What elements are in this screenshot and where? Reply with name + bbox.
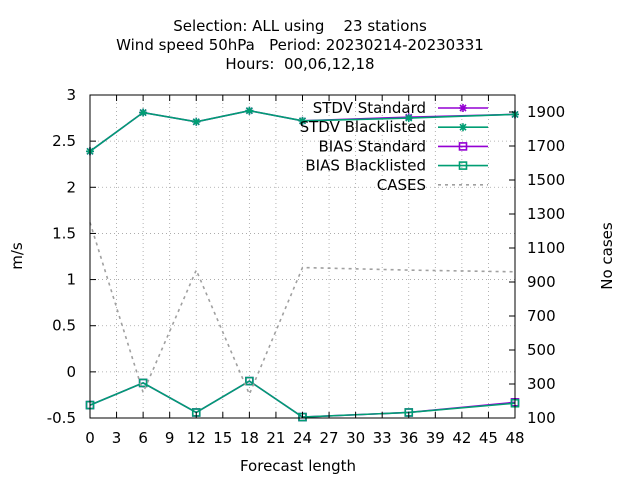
series-1-point xyxy=(139,108,148,117)
x-tick-label: 39 xyxy=(426,429,445,447)
series-1-point xyxy=(298,116,307,125)
y-tick-label: 0 xyxy=(66,363,76,381)
chart-title-line-3: Hours: 00,06,12,18 xyxy=(225,55,375,73)
series-line-4 xyxy=(89,222,516,397)
x-axis-label: Forecast length xyxy=(240,457,356,475)
chart-title-line-1: Selection: ALL using 23 stations xyxy=(173,17,427,35)
grid xyxy=(90,95,515,418)
y-tick-label: 0.5 xyxy=(52,317,76,335)
axes: 0 3 6 9 12 15 18 21 24 27 30 33 36 39 42 45 48-0.500.511… xyxy=(47,86,565,447)
x-tick-label: 45 xyxy=(479,429,498,447)
y2-tick-label: 1900 xyxy=(527,103,565,121)
y2-tick-label: 500 xyxy=(527,341,556,359)
legend-marker-0 xyxy=(459,104,467,112)
x-tick-label: 12 xyxy=(187,429,206,447)
y-tick-label: 2.5 xyxy=(52,132,76,150)
legend-label: STDV Standard xyxy=(313,99,426,117)
y2-tick-label: 100 xyxy=(527,409,556,427)
y2-tick-label: 1300 xyxy=(527,205,565,223)
y2-tick-label: 900 xyxy=(527,273,556,291)
y-tick-label: 3 xyxy=(66,86,76,104)
x-tick-label: 24 xyxy=(293,429,312,447)
y-tick-label: 1.5 xyxy=(52,224,76,242)
x-tick-label: 9 xyxy=(165,429,175,447)
series-3-point xyxy=(245,376,254,386)
x-tick-label: 0 xyxy=(85,429,95,447)
x-tick-label: 3 xyxy=(112,429,122,447)
y2-tick-label: 1100 xyxy=(527,239,565,257)
legend-label: STDV Blacklisted xyxy=(300,118,426,136)
x-tick-label: 42 xyxy=(452,429,471,447)
x-tick-label: 18 xyxy=(240,429,259,447)
y2-tick-label: 700 xyxy=(527,307,556,325)
y-tick-label: 2 xyxy=(66,178,76,196)
x-tick-label: 21 xyxy=(266,429,285,447)
legend-label: BIAS Blacklisted xyxy=(305,157,426,175)
legend-marker-2 xyxy=(458,142,468,151)
y2-axis-label: No cases xyxy=(598,222,616,290)
x-tick-label: 33 xyxy=(373,429,392,447)
legend-label: CASES xyxy=(377,176,426,194)
x-tick-label: 15 xyxy=(213,429,232,447)
series-3-point xyxy=(138,378,148,388)
x-tick-label: 6 xyxy=(138,429,148,447)
series-1-point xyxy=(245,106,254,115)
y-axis-label: m/s xyxy=(8,242,26,270)
y2-tick-label: 1500 xyxy=(527,171,565,189)
legend-marker-3 xyxy=(458,161,468,170)
x-tick-label: 30 xyxy=(346,429,365,447)
chart-title-line-2: Wind speed 50hPa Period: 20230214-202303… xyxy=(116,36,484,54)
x-tick-label: 36 xyxy=(399,429,418,447)
x-tick-label: 27 xyxy=(320,429,339,447)
y-tick-label: -0.5 xyxy=(47,409,76,427)
legend-label: BIAS Standard xyxy=(318,137,426,155)
series-1-point xyxy=(192,117,201,126)
y2-tick-label: 300 xyxy=(527,375,556,393)
x-tick-label: 48 xyxy=(505,429,524,447)
y-tick-label: 1 xyxy=(66,271,76,289)
series-1-point xyxy=(404,114,413,123)
y2-tick-label: 1700 xyxy=(527,137,565,155)
legend-marker-1 xyxy=(459,123,467,132)
